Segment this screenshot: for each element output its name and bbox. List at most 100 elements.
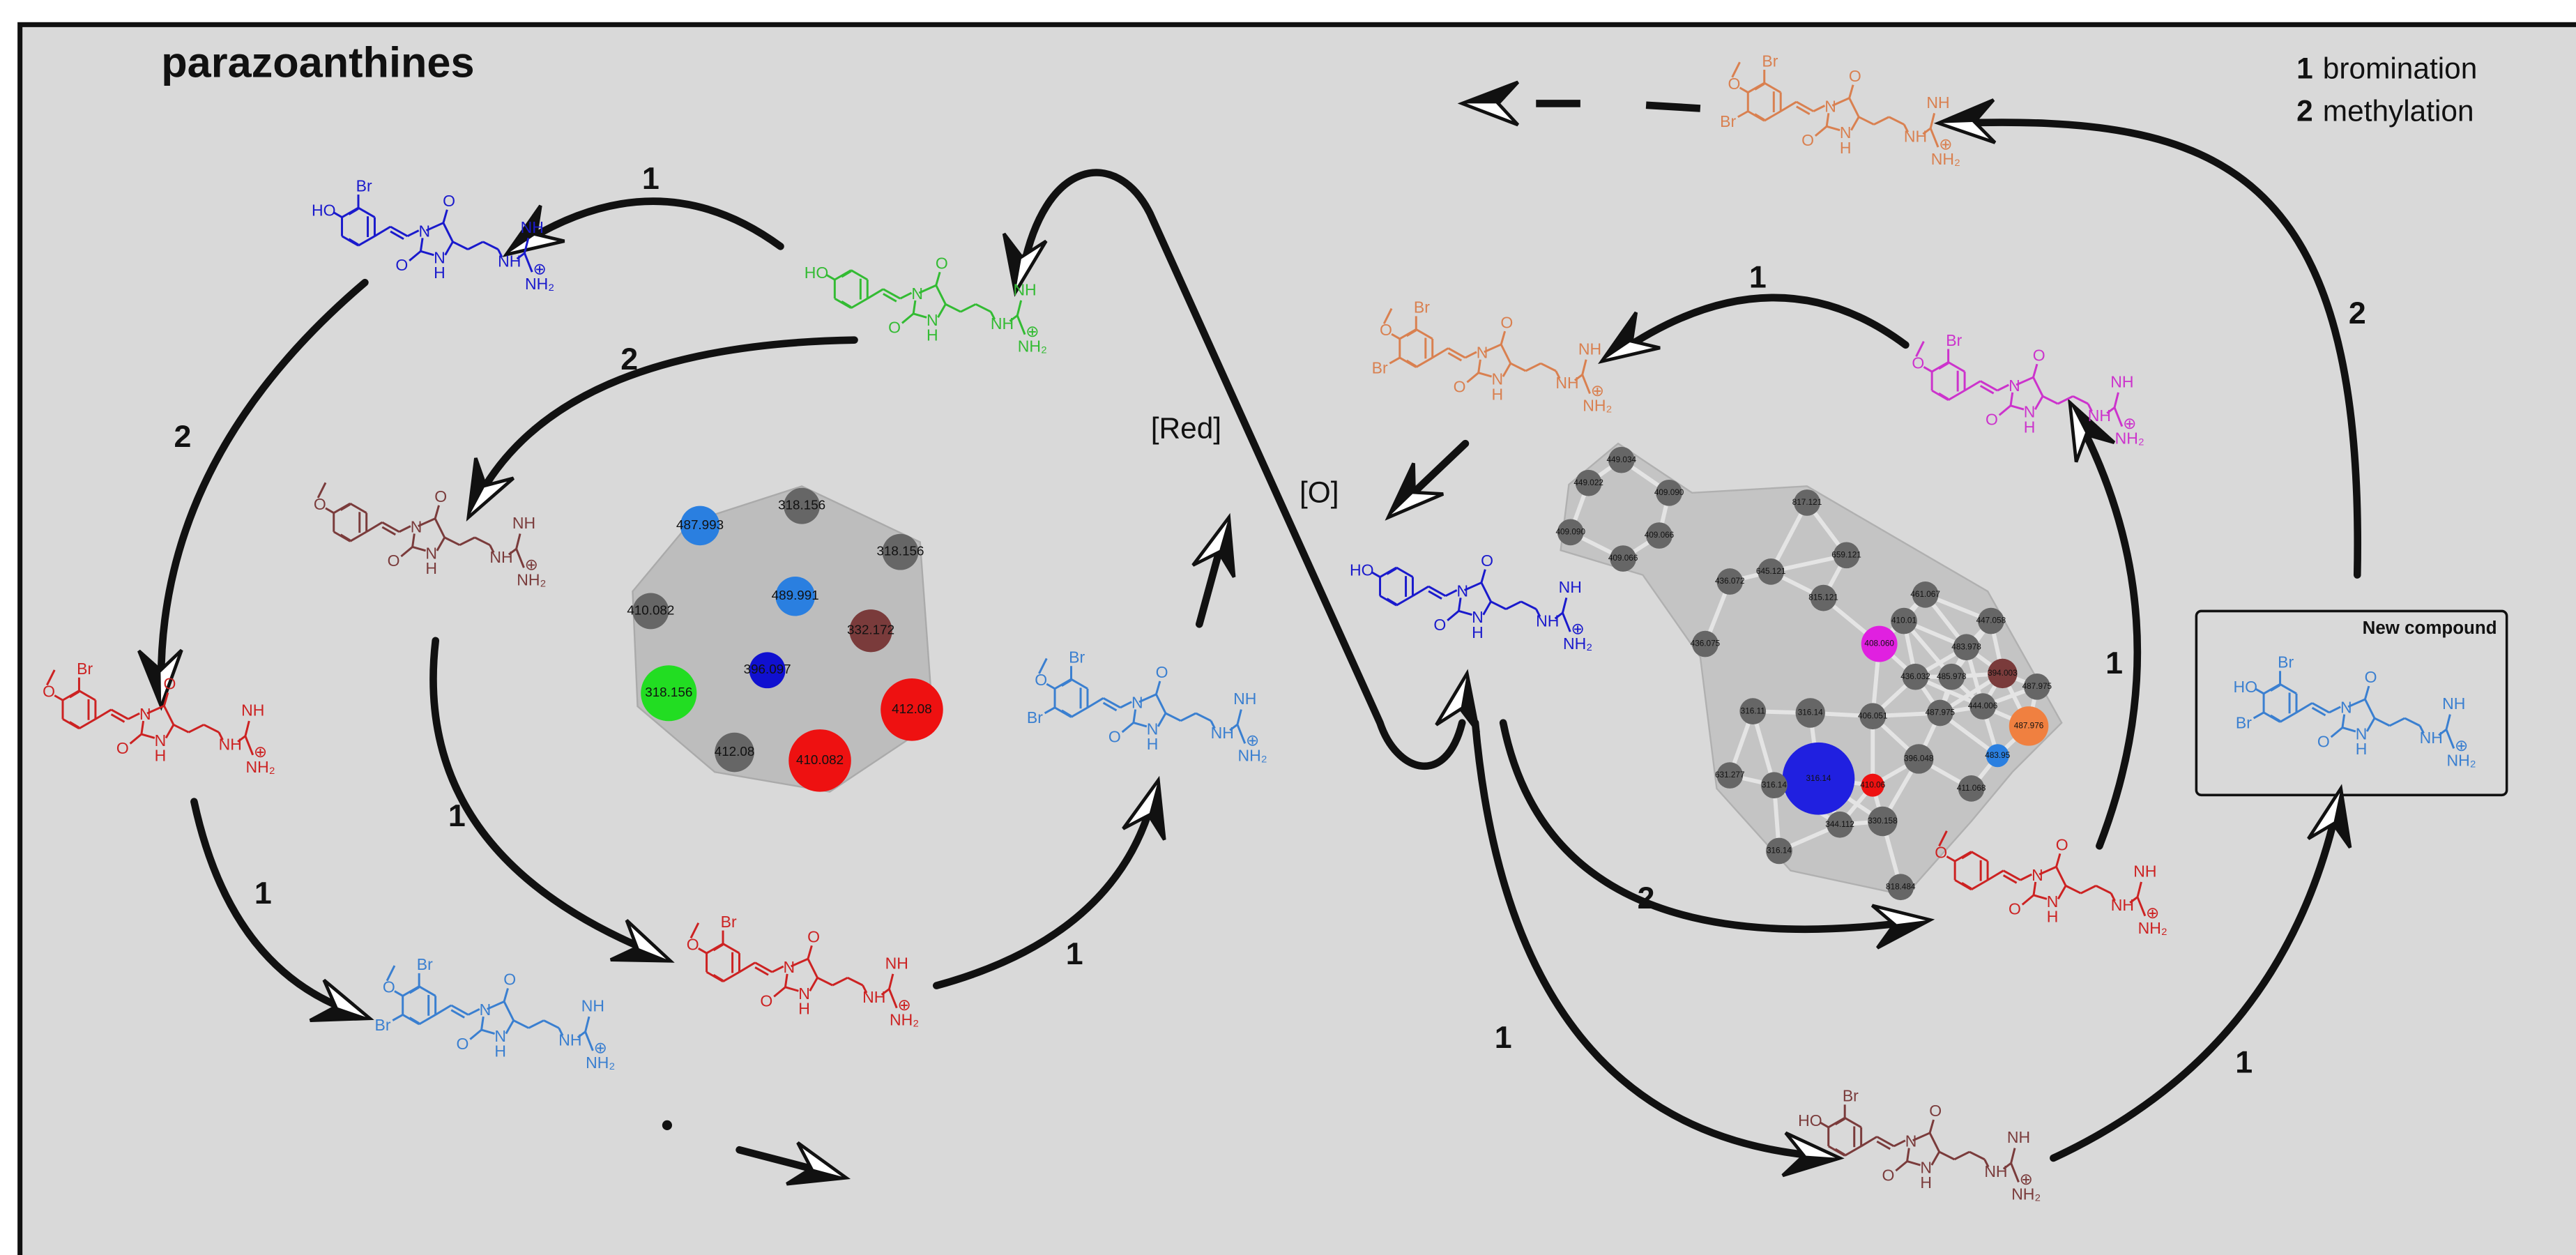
node-label: 410.06 xyxy=(1860,780,1885,789)
atom-label: H xyxy=(2356,740,2368,758)
atom-label: NH xyxy=(862,988,885,1006)
atom-label: N xyxy=(139,705,151,723)
node-label: 316.11 xyxy=(1741,706,1765,715)
atom-label: N xyxy=(1477,344,1488,362)
legend-number: 1 xyxy=(2296,52,2313,85)
atom-label: N xyxy=(411,517,422,535)
atom-label: HO xyxy=(805,264,829,282)
atom-label: Br xyxy=(1946,331,1962,349)
node-label: 396.097 xyxy=(744,662,791,676)
atom-label: NH xyxy=(2088,406,2111,425)
atom-label: H xyxy=(1920,1173,1932,1192)
arrow-dash xyxy=(1646,105,1700,109)
condition-label: [Red] xyxy=(1151,411,1221,444)
atom-label: Br xyxy=(375,1016,391,1034)
atom-label: O xyxy=(457,1035,469,1053)
node-label: 412.08 xyxy=(892,701,932,716)
node-label: 409.066 xyxy=(1608,554,1638,563)
atom-label: O xyxy=(383,978,395,996)
atom-label: NH xyxy=(1926,93,1949,112)
atom-label: ⊕ xyxy=(2455,736,2468,754)
atom-label: NH xyxy=(219,735,242,753)
node-label: 316.14 xyxy=(1767,846,1792,855)
step-label: 1 xyxy=(642,161,660,196)
node-label: 487.993 xyxy=(676,517,724,532)
step-label: 1 xyxy=(1066,936,1083,971)
atom-label: N xyxy=(1131,694,1143,712)
atom-label: O xyxy=(1728,75,1740,93)
atom-label: H xyxy=(1147,735,1159,753)
atom-label: O xyxy=(687,935,699,953)
node-label: 316.14 xyxy=(1762,780,1787,789)
atom-label: NH xyxy=(1904,128,1927,146)
atom-label: O xyxy=(1380,321,1392,339)
atom-label: O xyxy=(1935,843,1947,861)
atom-label: Br xyxy=(1372,358,1388,376)
atom-label: O xyxy=(1500,313,1513,331)
atom-label: NH xyxy=(991,314,1014,333)
atom-label: N xyxy=(2009,376,2020,395)
atom-label: H xyxy=(798,999,810,1017)
node-label: 318.156 xyxy=(778,498,825,512)
node-label: 815.121 xyxy=(1808,593,1838,602)
node-label: 409.090 xyxy=(1555,527,1585,536)
step-label: 2 xyxy=(1638,881,1655,915)
atom-label: Br xyxy=(356,176,372,195)
node-label: 489.991 xyxy=(772,588,819,602)
atom-label: H xyxy=(434,264,445,282)
atom-label: O xyxy=(1481,552,1493,570)
node-label: 645.121 xyxy=(1756,567,1786,576)
atom-label: O xyxy=(164,675,176,693)
atom-label: O xyxy=(760,992,772,1010)
atom-label: NH xyxy=(521,218,544,236)
node-label: 318.156 xyxy=(645,685,692,699)
node-label: 409.090 xyxy=(1654,488,1684,497)
atom-label: HO xyxy=(1798,1111,1822,1130)
node-label: 487.975 xyxy=(1926,708,1956,717)
step-label: 1 xyxy=(1495,1020,1512,1055)
node-label: 408.060 xyxy=(1864,639,1894,648)
atom-label: ⊕ xyxy=(525,556,538,574)
atom-label: O xyxy=(2365,668,2377,686)
atom-label: O xyxy=(314,495,326,513)
legend-number: 2 xyxy=(2296,95,2313,128)
node-label: 483.95 xyxy=(1985,751,2010,760)
atom-label: O xyxy=(1433,616,1446,634)
step-label: 2 xyxy=(620,342,638,376)
atom-label: O xyxy=(395,256,408,274)
atom-label: O xyxy=(2056,836,2068,854)
atom-label: H xyxy=(1491,385,1503,403)
atom-label: HO xyxy=(312,201,336,220)
atom-label: NH xyxy=(1536,612,1559,630)
atom-label: NH xyxy=(1578,340,1601,358)
node-label: 436.032 xyxy=(1900,672,1930,681)
atom-label: ⊕ xyxy=(2146,904,2159,922)
node-label: 487.976 xyxy=(2014,721,2044,730)
atom-label: NH xyxy=(1233,690,1256,708)
atom-label: NH xyxy=(558,1030,581,1049)
atom-label: O xyxy=(1929,1102,1942,1120)
atom-label: O xyxy=(807,927,820,945)
step-label: 1 xyxy=(448,798,466,833)
node-label: 411.068 xyxy=(1957,784,1986,793)
atom-label: N xyxy=(2340,699,2352,717)
atom-label: Br xyxy=(1720,112,1736,130)
node-label: 461.067 xyxy=(1910,590,1940,599)
step-label: 1 xyxy=(254,876,272,911)
atom-label: Br xyxy=(1762,52,1778,70)
atom-label: ⊕ xyxy=(1591,381,1604,400)
atom-label: N xyxy=(1457,581,1469,600)
legend-entry: 2methylation xyxy=(2296,95,2474,128)
atom-label: ⊕ xyxy=(1571,619,1584,637)
step-label: 1 xyxy=(2235,1045,2253,1080)
atom-label: NH xyxy=(512,514,535,532)
atom-label: NH xyxy=(498,252,521,271)
step-label: 2 xyxy=(174,419,191,454)
atom-label: O xyxy=(2033,346,2045,364)
page: { "title": "parazoanthines", "legend": [… xyxy=(0,0,2576,1255)
node-label: 449.034 xyxy=(1607,455,1637,464)
node-label: 449.022 xyxy=(1573,478,1603,487)
atom-label: ⊕ xyxy=(897,996,910,1014)
node-label: 659.121 xyxy=(1831,550,1861,559)
atom-label: H xyxy=(494,1042,506,1060)
